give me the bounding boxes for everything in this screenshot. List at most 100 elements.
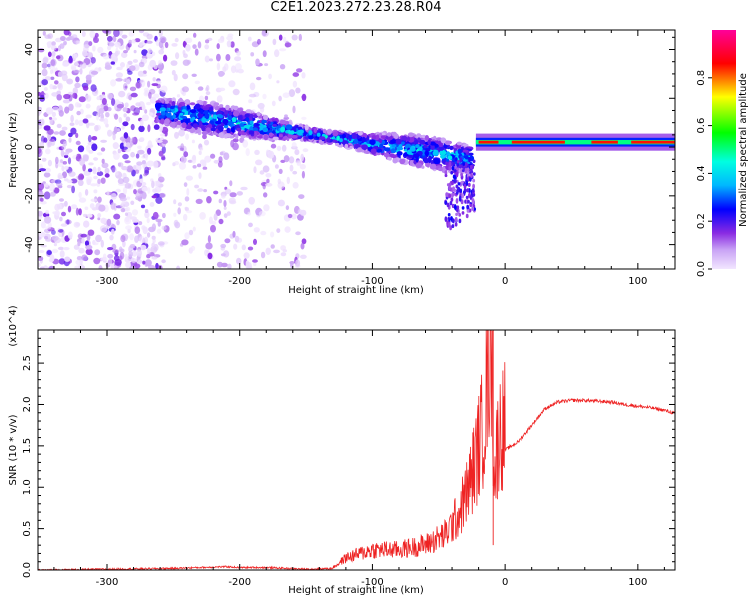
- heatmap-cell: [469, 164, 473, 170]
- heatmap-cell: [114, 41, 121, 48]
- heatmap-cell: [464, 162, 468, 167]
- heatmap-cell: [77, 179, 84, 186]
- narrow-band-core: [591, 140, 618, 144]
- heatmap-cell: [253, 227, 260, 233]
- heatmap-cell: [96, 152, 103, 156]
- heatmap-cell: [181, 239, 189, 246]
- heatmap-cell: [259, 130, 265, 135]
- heatmap-cell: [140, 204, 146, 209]
- heatmap-cell: [291, 142, 297, 148]
- heatmap-cell: [43, 172, 51, 178]
- heatmap-cell: [249, 120, 254, 125]
- heatmap-cell: [129, 244, 136, 249]
- heatmap-cell: [74, 40, 81, 45]
- heatmap-cell: [129, 86, 137, 92]
- heatmap-cell: [174, 131, 179, 139]
- heatmap-cell: [255, 58, 260, 66]
- heatmap-cell: [96, 96, 101, 101]
- heatmap-cell: [171, 43, 178, 47]
- y-tick-label: 20: [24, 92, 35, 105]
- heatmap-cell: [229, 180, 233, 187]
- x-tick-label: -200: [228, 577, 251, 588]
- heatmap-cell: [261, 119, 267, 124]
- heatmap-cell: [88, 150, 94, 154]
- heatmap-cell: [112, 249, 120, 254]
- heatmap-cell: [452, 161, 456, 165]
- heatmap-cell: [295, 160, 302, 164]
- y-tick-label: 2.0: [22, 397, 33, 413]
- heatmap-cell: [469, 195, 473, 200]
- narrow-band-core: [631, 140, 675, 144]
- heatmap-cell: [361, 136, 366, 143]
- heatmap-cell: [38, 256, 44, 262]
- heatmap-cell: [262, 93, 267, 100]
- heatmap-cell: [203, 139, 210, 146]
- heatmap-cell: [365, 150, 370, 154]
- heatmap-cell: [117, 178, 124, 185]
- heatmap-cell: [313, 127, 317, 134]
- heatmap-cell: [132, 218, 139, 223]
- heatmap-cell: [204, 113, 210, 120]
- heatmap-cell: [81, 237, 85, 244]
- heatmap-cell: [245, 148, 250, 157]
- heatmap-cell: [130, 123, 135, 131]
- heatmap-cell: [39, 197, 44, 202]
- heatmap-cell: [449, 145, 454, 151]
- heatmap-cell: [116, 219, 120, 226]
- heatmap-cell: [134, 169, 140, 174]
- heatmap-cell: [183, 182, 188, 188]
- heatmap-cell: [414, 140, 419, 144]
- heatmap-cell: [155, 180, 161, 187]
- heatmap-cell: [444, 216, 448, 222]
- heatmap-cell: [173, 73, 178, 82]
- heatmap-cell: [201, 117, 207, 123]
- heatmap-cell: [133, 49, 137, 54]
- heatmap-cell: [220, 253, 226, 257]
- heatmap-cell: [197, 86, 204, 91]
- y-tick-label: 0.0: [22, 562, 33, 578]
- heatmap-cell: [68, 171, 76, 177]
- heatmap-cell: [224, 238, 231, 244]
- x-tick-label: -100: [361, 577, 384, 588]
- heatmap-cell: [205, 91, 211, 96]
- heatmap-cell: [104, 173, 110, 178]
- heatmap-cell: [308, 135, 314, 140]
- heatmap-cell: [455, 172, 459, 178]
- heatmap-cell: [141, 191, 147, 200]
- narrow-band-core: [478, 140, 499, 144]
- heatmap-cell: [74, 119, 79, 126]
- heatmap-cell: [301, 170, 305, 179]
- heatmap-cell: [292, 72, 300, 77]
- heatmap-cell: [283, 155, 290, 163]
- bottom-y-multiplier: (x10^4): [8, 305, 19, 346]
- heatmap-cell: [66, 179, 73, 184]
- heatmap-cell: [41, 79, 48, 86]
- heatmap-cell: [415, 162, 423, 168]
- heatmap-cell: [60, 159, 63, 164]
- y-tick-label: -40: [24, 236, 35, 252]
- heatmap-cell: [135, 153, 140, 159]
- heatmap-cell: [125, 116, 131, 122]
- heatmap-cell: [155, 80, 162, 85]
- colorbar-label: Normalized spectral amplitude: [738, 73, 749, 227]
- heatmap-cell: [43, 125, 51, 131]
- heatmap-cell: [465, 213, 469, 219]
- heatmap-cell: [449, 201, 453, 206]
- heatmap-cell: [151, 235, 156, 240]
- heatmap-cell: [369, 139, 376, 145]
- spectrogram-image: [38, 30, 675, 269]
- spectrogram-frame: [37, 29, 676, 270]
- heatmap-cell: [170, 115, 174, 121]
- heatmap-cell: [219, 104, 224, 108]
- heatmap-cell: [122, 107, 128, 113]
- heatmap-cell: [56, 182, 63, 187]
- heatmap-cell: [284, 114, 288, 118]
- heatmap-cell: [295, 231, 301, 236]
- heatmap-cell: [226, 211, 231, 216]
- heatmap-cell: [49, 254, 55, 262]
- heatmap-cell: [127, 228, 131, 234]
- heatmap-cell: [120, 62, 125, 68]
- heatmap-cell: [50, 58, 57, 67]
- heatmap-cell: [45, 226, 51, 230]
- heatmap-cell: [241, 132, 247, 136]
